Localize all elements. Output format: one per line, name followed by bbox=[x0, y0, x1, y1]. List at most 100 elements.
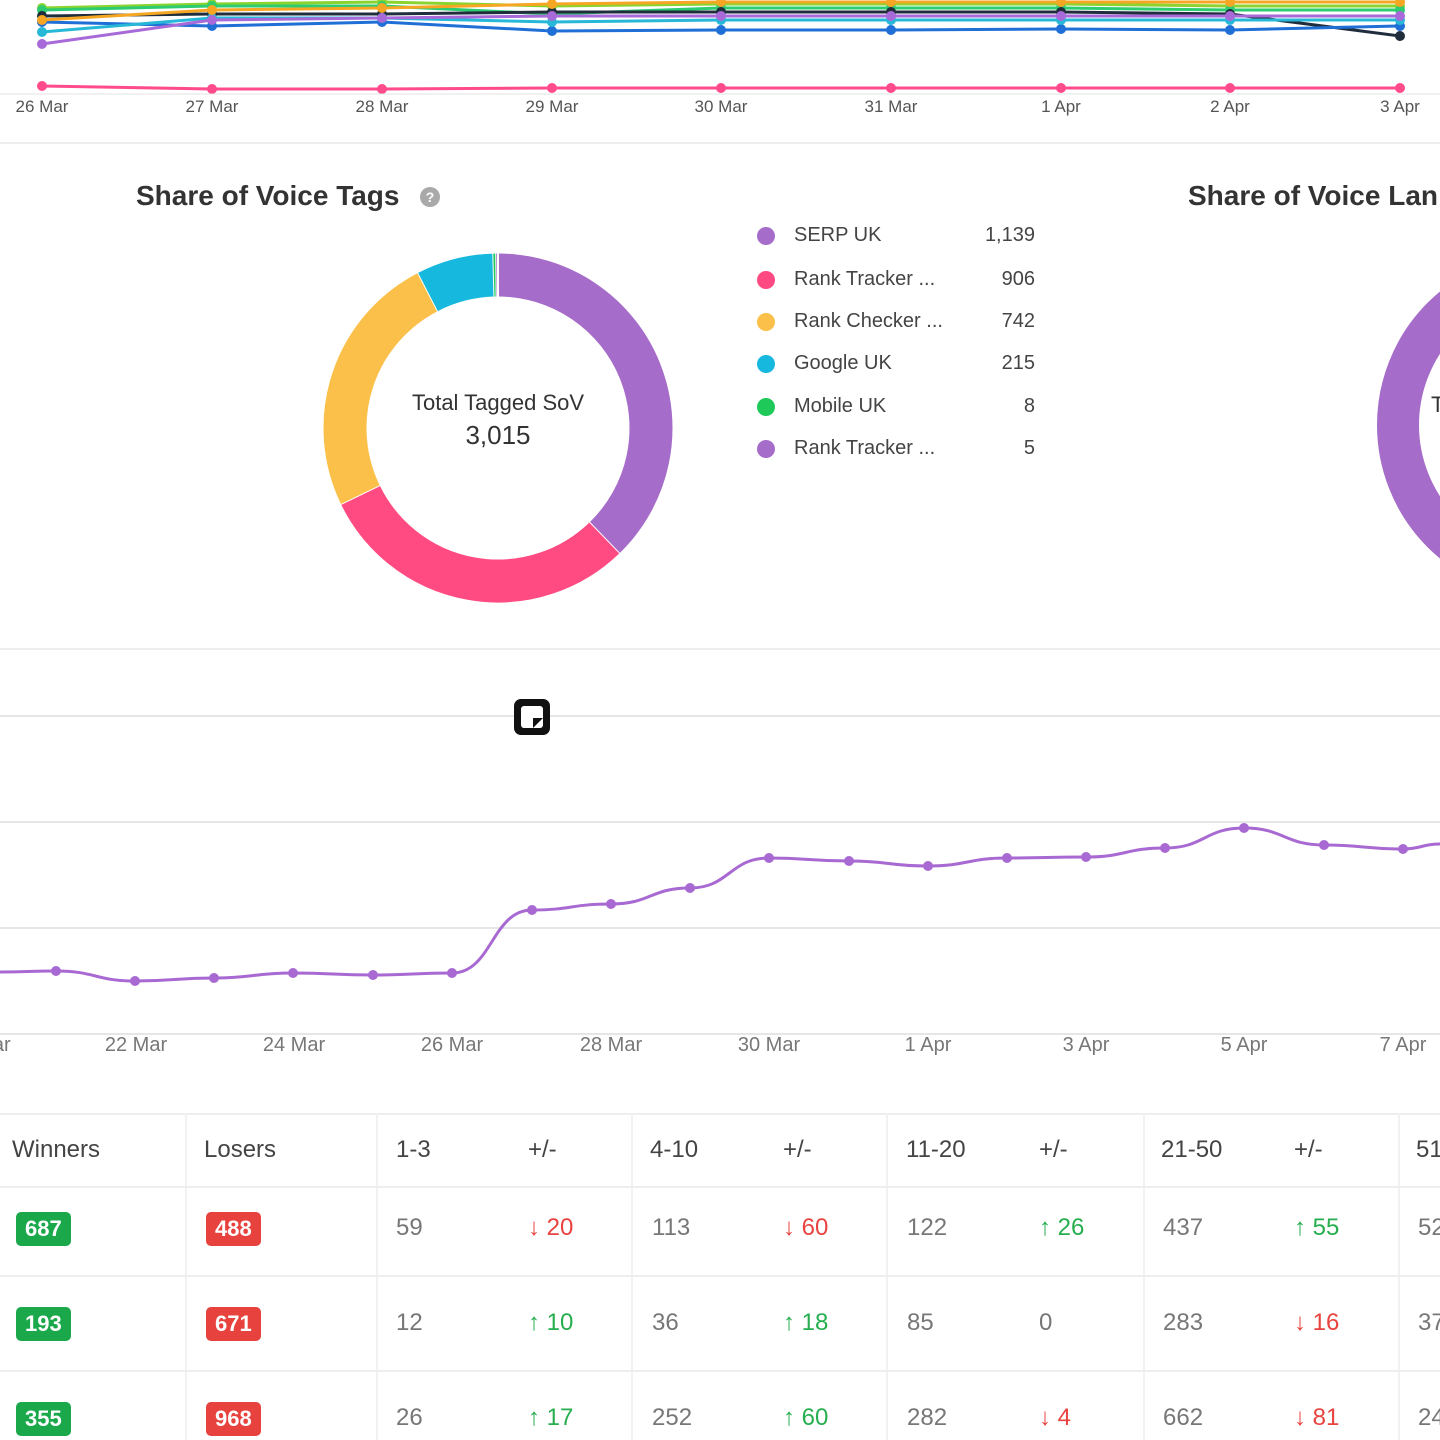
series-point[interactable] bbox=[886, 25, 896, 35]
history-point[interactable] bbox=[1319, 840, 1329, 850]
series-point[interactable] bbox=[37, 15, 47, 25]
column-header-delta-1-3[interactable]: +/- bbox=[528, 1136, 557, 1163]
series-point[interactable] bbox=[37, 27, 47, 37]
legend-item[interactable]: Mobile UK 8 bbox=[757, 393, 1047, 423]
legend-value: 742 bbox=[1001, 310, 1035, 332]
history-point[interactable] bbox=[1081, 852, 1091, 862]
cell-rank-51: 37 bbox=[1418, 1309, 1440, 1336]
winners-badge[interactable]: 355 bbox=[16, 1402, 71, 1436]
column-header-11-20[interactable]: 11-20 bbox=[906, 1136, 966, 1163]
series-point[interactable] bbox=[547, 26, 557, 36]
legend-value: 8 bbox=[1023, 395, 1035, 417]
donut-segment[interactable] bbox=[323, 272, 439, 504]
table-row-border bbox=[0, 1275, 1440, 1277]
cell-rank-1-3: 12 bbox=[396, 1309, 423, 1336]
series-point[interactable] bbox=[716, 11, 726, 21]
series-point[interactable] bbox=[547, 11, 557, 21]
history-point[interactable] bbox=[51, 966, 61, 976]
share-of-voice-landing-donut[interactable]: T bbox=[1360, 250, 1440, 610]
history-point[interactable] bbox=[527, 905, 537, 915]
history-point[interactable] bbox=[209, 973, 219, 983]
series-point[interactable] bbox=[377, 84, 387, 94]
series-point[interactable] bbox=[886, 11, 896, 21]
history-point[interactable] bbox=[1239, 823, 1249, 833]
legend-item[interactable]: SERP UK 1,139 bbox=[757, 222, 1047, 252]
x-axis-tick-label: 22 Mar bbox=[104, 1034, 168, 1056]
history-point[interactable] bbox=[606, 899, 616, 909]
column-header-1-3[interactable]: 1-3 bbox=[396, 1136, 431, 1163]
series-point[interactable] bbox=[1395, 11, 1405, 21]
donut-segment[interactable] bbox=[418, 253, 496, 312]
series-point[interactable] bbox=[1395, 31, 1405, 41]
series-point[interactable] bbox=[1395, 83, 1405, 93]
series-point[interactable] bbox=[207, 84, 217, 94]
donut-segment[interactable] bbox=[497, 253, 673, 554]
history-point[interactable] bbox=[368, 970, 378, 980]
series-point[interactable] bbox=[547, 83, 557, 93]
series-point[interactable] bbox=[716, 83, 726, 93]
series-point[interactable] bbox=[1056, 83, 1066, 93]
series-point[interactable] bbox=[1395, 0, 1405, 7]
column-header-delta-21-50[interactable]: +/- bbox=[1294, 1136, 1323, 1163]
x-axis-tick-label: 28 Mar bbox=[579, 1034, 643, 1056]
x-axis-tick-label: 3 Apr bbox=[1380, 97, 1420, 116]
series-point[interactable] bbox=[1056, 0, 1066, 7]
history-point[interactable] bbox=[130, 976, 140, 986]
winners-badge[interactable]: 193 bbox=[16, 1307, 71, 1341]
series-point[interactable] bbox=[207, 15, 217, 25]
series-point[interactable] bbox=[377, 13, 387, 23]
series-point[interactable] bbox=[207, 5, 217, 15]
column-header-21-50[interactable]: 21-50 bbox=[1161, 1136, 1223, 1163]
series-point[interactable] bbox=[547, 0, 557, 9]
series-point[interactable] bbox=[377, 3, 387, 13]
cell-rank-4-10: 36 bbox=[652, 1309, 679, 1336]
series-point[interactable] bbox=[886, 83, 896, 93]
donut-segment[interactable] bbox=[340, 484, 620, 603]
series-point[interactable] bbox=[1225, 11, 1235, 21]
series-point[interactable] bbox=[716, 0, 726, 7]
winners-badge[interactable]: 687 bbox=[16, 1212, 71, 1246]
legend-dot-icon bbox=[757, 355, 775, 373]
history-point[interactable] bbox=[764, 853, 774, 863]
share-of-voice-tags-donut[interactable] bbox=[300, 230, 700, 630]
losers-badge[interactable]: 968 bbox=[206, 1402, 261, 1436]
column-header-losers[interactable]: Losers bbox=[204, 1136, 277, 1163]
x-axis-tick-label: 29 Mar bbox=[525, 97, 579, 116]
series-point[interactable] bbox=[716, 25, 726, 35]
series-point[interactable] bbox=[1225, 83, 1235, 93]
losers-badge[interactable]: 488 bbox=[206, 1212, 261, 1246]
legend-item[interactable]: Rank Tracker ... 5 bbox=[757, 435, 1047, 465]
history-point[interactable] bbox=[447, 968, 457, 978]
history-point[interactable] bbox=[1398, 844, 1408, 854]
losers-badge[interactable]: 671 bbox=[206, 1307, 261, 1341]
x-axis-tick-label: 7 Apr bbox=[1379, 1034, 1427, 1056]
history-point[interactable] bbox=[1160, 843, 1170, 853]
series-point[interactable] bbox=[1225, 0, 1235, 7]
x-axis-tick-label: 26 Mar bbox=[15, 97, 69, 116]
history-point[interactable] bbox=[685, 883, 695, 893]
landing-donut-center-fragment: T bbox=[1431, 392, 1440, 417]
series-point[interactable] bbox=[886, 0, 896, 7]
share-of-voice-landing-title: Share of Voice Lan bbox=[1188, 180, 1438, 211]
question-circle-icon[interactable]: ? bbox=[420, 187, 440, 207]
history-point[interactable] bbox=[1002, 853, 1012, 863]
column-header-winners[interactable]: Winners bbox=[12, 1136, 101, 1163]
series-point[interactable] bbox=[1056, 24, 1066, 34]
column-header-51[interactable]: 51 bbox=[1416, 1136, 1440, 1163]
series-point[interactable] bbox=[37, 39, 47, 49]
column-header-delta-11-20[interactable]: +/- bbox=[1039, 1136, 1068, 1163]
legend-item[interactable]: Rank Tracker ... 906 bbox=[757, 266, 1047, 296]
history-point[interactable] bbox=[923, 861, 933, 871]
series-point[interactable] bbox=[1056, 11, 1066, 21]
history-point[interactable] bbox=[844, 856, 854, 866]
column-header-delta-4-10[interactable]: +/- bbox=[783, 1136, 812, 1163]
legend-item[interactable]: Google UK 215 bbox=[757, 350, 1047, 380]
sticky-note-icon[interactable] bbox=[514, 699, 550, 735]
series-point[interactable] bbox=[37, 81, 47, 91]
column-header-4-10[interactable]: 4-10 bbox=[650, 1136, 699, 1163]
history-point[interactable] bbox=[288, 968, 298, 978]
cell-rank-11-20: 282 bbox=[907, 1404, 948, 1431]
cell-delta-11-20: ↓ 4 bbox=[1039, 1404, 1072, 1431]
series-point[interactable] bbox=[1225, 25, 1235, 35]
legend-item[interactable]: Rank Checker ... 742 bbox=[757, 308, 1047, 338]
